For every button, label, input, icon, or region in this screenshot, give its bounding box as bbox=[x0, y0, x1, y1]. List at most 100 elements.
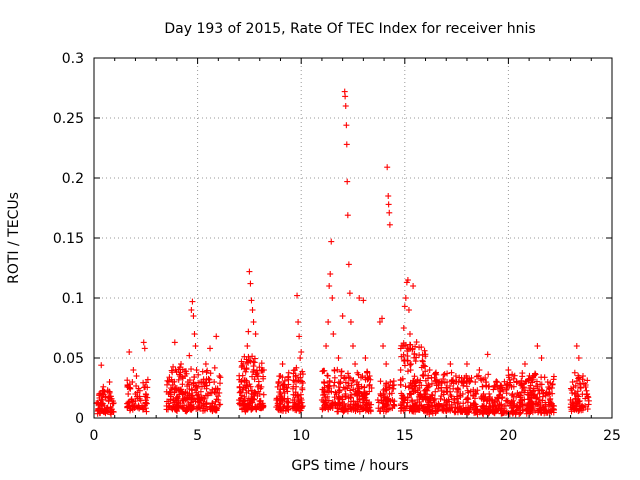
data-point bbox=[456, 402, 463, 409]
data-point bbox=[435, 385, 442, 392]
data-point bbox=[256, 391, 263, 397]
data-point bbox=[345, 261, 352, 268]
data-point bbox=[296, 407, 303, 414]
data-point bbox=[514, 404, 521, 411]
data-point bbox=[358, 391, 365, 397]
data-point bbox=[296, 333, 303, 340]
data-point bbox=[324, 382, 331, 389]
data-point bbox=[499, 394, 506, 401]
data-point bbox=[549, 381, 556, 388]
data-point bbox=[294, 392, 301, 399]
data-point bbox=[247, 399, 254, 406]
data-point bbox=[535, 409, 542, 416]
data-point bbox=[350, 377, 357, 384]
y-tick-label: 0.05 bbox=[53, 351, 84, 367]
data-point bbox=[139, 406, 146, 413]
data-point bbox=[546, 397, 553, 403]
data-point bbox=[425, 396, 432, 403]
data-point bbox=[129, 379, 136, 385]
data-point bbox=[397, 377, 404, 384]
data-point bbox=[385, 201, 392, 208]
data-point bbox=[511, 400, 518, 407]
data-point bbox=[188, 406, 195, 413]
x-tick-label: 20 bbox=[499, 428, 517, 444]
data-point bbox=[244, 343, 251, 349]
data-point bbox=[356, 295, 363, 301]
data-point bbox=[550, 403, 557, 409]
data-point bbox=[186, 381, 193, 388]
data-point bbox=[399, 392, 406, 399]
data-point bbox=[418, 344, 425, 351]
data-point bbox=[548, 385, 555, 391]
data-point bbox=[128, 397, 135, 403]
data-point bbox=[584, 391, 591, 397]
data-point bbox=[325, 319, 332, 325]
data-point bbox=[333, 391, 340, 397]
data-point bbox=[277, 391, 284, 397]
data-point bbox=[298, 349, 305, 355]
data-point bbox=[258, 360, 265, 367]
data-point bbox=[410, 407, 417, 414]
data-point bbox=[377, 378, 384, 385]
data-point bbox=[432, 377, 439, 384]
data-point bbox=[573, 343, 580, 349]
data-point bbox=[201, 396, 208, 403]
data-point bbox=[379, 405, 386, 412]
data-point bbox=[343, 141, 350, 148]
data-point bbox=[326, 379, 333, 386]
data-point bbox=[282, 407, 289, 414]
data-point bbox=[195, 404, 202, 411]
data-point bbox=[164, 377, 171, 384]
data-point bbox=[510, 393, 517, 400]
data-point bbox=[169, 386, 176, 393]
data-point bbox=[199, 368, 206, 375]
data-point bbox=[460, 400, 467, 407]
data-point bbox=[185, 403, 192, 410]
data-point bbox=[188, 307, 195, 313]
data-point bbox=[546, 389, 553, 396]
data-point bbox=[336, 399, 343, 406]
data-point bbox=[240, 361, 247, 367]
data-point bbox=[175, 395, 182, 402]
data-point bbox=[329, 295, 336, 301]
data-point bbox=[360, 297, 367, 304]
data-point bbox=[136, 404, 143, 411]
data-point bbox=[584, 406, 591, 413]
data-point bbox=[379, 315, 386, 322]
data-point bbox=[503, 382, 510, 389]
data-point bbox=[141, 345, 148, 352]
data-point bbox=[577, 385, 584, 391]
data-point bbox=[215, 397, 222, 403]
data-point bbox=[531, 391, 538, 398]
data-point bbox=[481, 395, 488, 402]
data-point bbox=[571, 391, 578, 397]
data-point bbox=[414, 397, 421, 403]
data-point bbox=[400, 325, 407, 331]
data-point bbox=[494, 402, 501, 409]
data-point bbox=[203, 369, 210, 376]
data-point bbox=[183, 368, 190, 375]
data-point bbox=[283, 385, 290, 391]
data-point bbox=[424, 409, 431, 416]
data-point bbox=[106, 379, 113, 385]
data-point bbox=[335, 355, 342, 361]
data-point bbox=[422, 351, 429, 358]
data-point bbox=[507, 379, 514, 386]
data-point bbox=[516, 411, 523, 418]
data-point bbox=[521, 389, 528, 396]
data-point bbox=[344, 385, 351, 392]
data-point bbox=[380, 343, 387, 349]
data-point bbox=[169, 379, 176, 385]
data-point bbox=[542, 391, 549, 397]
data-point bbox=[211, 364, 218, 371]
data-point bbox=[239, 405, 246, 412]
data-point bbox=[530, 388, 537, 395]
data-point bbox=[386, 209, 393, 216]
data-point bbox=[541, 374, 548, 381]
data-point bbox=[126, 349, 133, 355]
data-point bbox=[273, 397, 280, 403]
data-point bbox=[100, 383, 107, 390]
data-point bbox=[430, 397, 437, 403]
data-point bbox=[419, 358, 426, 365]
data-point bbox=[350, 404, 357, 411]
